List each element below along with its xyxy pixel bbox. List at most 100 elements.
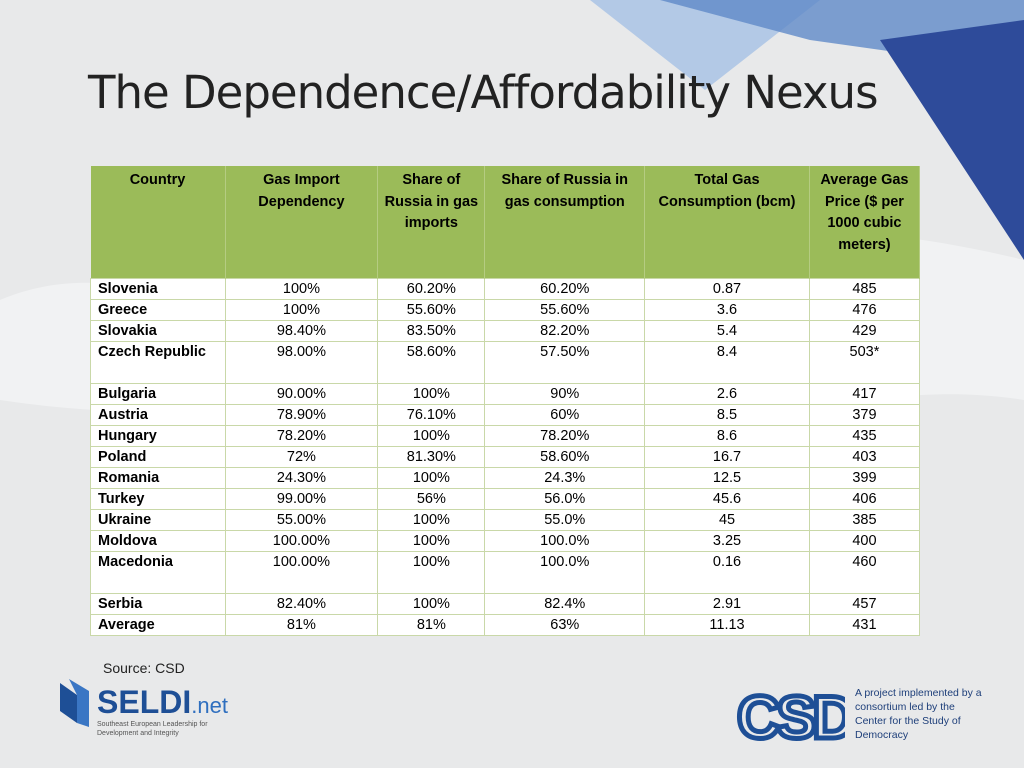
- table-row: Serbia 82.40% 100% 82.4% 2.91 457: [90, 593, 921, 615]
- csd-name: CSD: [737, 684, 845, 750]
- table-cell: 11.13: [644, 614, 810, 636]
- table-cell: 76.10%: [377, 404, 486, 426]
- table-cell: 55.60%: [484, 299, 646, 321]
- table-cell: 2.91: [644, 593, 810, 615]
- seldi-tagline-box: Southeast European Leadership for Develo…: [97, 721, 208, 737]
- table-cell: 417: [808, 383, 921, 405]
- table-cell: Poland: [90, 446, 226, 468]
- table-cell: 100%: [377, 551, 486, 594]
- table-cell: 99.00%: [224, 488, 379, 510]
- table-row: Greece 100% 55.60% 55.60% 3.6 476: [90, 299, 921, 321]
- table-cell: 2.6: [644, 383, 810, 405]
- table-cell: 60%: [484, 404, 646, 426]
- table-cell: 3.6: [644, 299, 810, 321]
- table-cell: 100%: [377, 383, 486, 405]
- table-cell: Hungary: [90, 425, 226, 447]
- table-cell: 503*: [808, 341, 921, 384]
- table-cell: 45: [644, 509, 810, 531]
- slide-title: The Dependence/Affordability Nexus: [88, 66, 879, 119]
- table-cell: Turkey: [90, 488, 226, 510]
- header-cell: Share of Russia in gas consumption: [484, 166, 646, 279]
- table-cell: 78.90%: [224, 404, 379, 426]
- table-cell: 0.87: [644, 278, 810, 300]
- table-cell: 3.25: [644, 530, 810, 552]
- table-cell: Romania: [90, 467, 226, 489]
- table-cell: 5.4: [644, 320, 810, 342]
- table-cell: 0.16: [644, 551, 810, 594]
- table-cell: 100.00%: [224, 551, 379, 594]
- table-row: Slovenia 100% 60.20% 60.20% 0.87 485: [90, 278, 921, 300]
- table-cell: 403: [808, 446, 921, 468]
- csd-logo: CSD: [735, 682, 845, 751]
- seldi-main: SELDI: [97, 684, 191, 720]
- table-cell: 82.40%: [224, 593, 379, 615]
- table-cell: Bulgaria: [90, 383, 226, 405]
- table-row: Romania 24.30% 100% 24.3% 12.5 399: [90, 467, 921, 489]
- table-row: Bulgaria 90.00% 100% 90% 2.6 417: [90, 383, 921, 405]
- seldi-tagline: Southeast European Leadership for Develo…: [97, 721, 208, 737]
- header-row: Country Gas Import Dependency Share of Rus…: [90, 166, 921, 279]
- table-cell: 90.00%: [224, 383, 379, 405]
- data-table: Country Gas Import Dependency Share of Rus…: [90, 166, 921, 636]
- table-cell: 81%: [224, 614, 379, 636]
- table-cell: Average: [90, 614, 226, 636]
- table-cell: Slovenia: [90, 278, 226, 300]
- table-cell: 406: [808, 488, 921, 510]
- table-row: Hungary 78.20% 100% 78.20% 8.6 435: [90, 425, 921, 447]
- table-cell: 56.0%: [484, 488, 646, 510]
- table-cell: 400: [808, 530, 921, 552]
- table-row: Average 81% 81% 63% 11.13 431: [90, 614, 921, 636]
- table-cell: 100%: [377, 467, 486, 489]
- table-cell: 55.0%: [484, 509, 646, 531]
- table-cell: 399: [808, 467, 921, 489]
- table-row: Slovakia 98.40% 83.50% 82.20% 5.4 429: [90, 320, 921, 342]
- header-cell: Gas Import Dependency: [225, 166, 379, 279]
- table-cell: 98.00%: [224, 341, 379, 384]
- table-cell: 58.60%: [377, 341, 486, 384]
- table-cell: 8.6: [644, 425, 810, 447]
- table-cell: Austria: [90, 404, 226, 426]
- table-cell: Greece: [90, 299, 226, 321]
- table-cell: Slovakia: [90, 320, 226, 342]
- table-row: Turkey 99.00% 56% 56.0% 45.6 406: [90, 488, 921, 510]
- seldi-logo: SELDI.net Southeast European Leadership …: [60, 679, 228, 737]
- table-row: Austria 78.90% 76.10% 60% 8.5 379: [90, 404, 921, 426]
- table-cell: 55.00%: [224, 509, 379, 531]
- table-cell: 100.00%: [224, 530, 379, 552]
- table-row: Macedonia 100.00% 100% 100.0% 0.16 460: [90, 551, 921, 594]
- table-cell: 98.40%: [224, 320, 379, 342]
- table-row: Czech Republic 98.00% 58.60% 57.50% 8.4 503*: [90, 341, 921, 384]
- table-cell: 100%: [224, 299, 379, 321]
- table-cell: 100%: [377, 593, 486, 615]
- header-cell: Average Gas Price ($ per 1000 cubic mete…: [809, 166, 921, 279]
- table-cell: 57.50%: [484, 341, 646, 384]
- table-cell: 8.5: [644, 404, 810, 426]
- table-cell: 385: [808, 509, 921, 531]
- table-cell: 82.20%: [484, 320, 646, 342]
- table-cell: 100%: [377, 530, 486, 552]
- table-cell: 379: [808, 404, 921, 426]
- table-cell: 56%: [377, 488, 486, 510]
- table-cell: 485: [808, 278, 921, 300]
- table-cell: Czech Republic: [90, 341, 226, 384]
- table-cell: 457: [808, 593, 921, 615]
- table-cell: 24.30%: [224, 467, 379, 489]
- table-cell: 476: [808, 299, 921, 321]
- table-cell: 55.60%: [377, 299, 486, 321]
- table-cell: 60.20%: [377, 278, 486, 300]
- table-cell: 429: [808, 320, 921, 342]
- table-cell: 81.30%: [377, 446, 486, 468]
- table-row: Ukraine 55.00% 100% 55.0% 45 385: [90, 509, 921, 531]
- table-cell: 12.5: [644, 467, 810, 489]
- header-cell: Total Gas Consumption (bcm): [644, 166, 810, 279]
- table-cell: 100%: [377, 425, 486, 447]
- table-cell: 81%: [377, 614, 486, 636]
- table-cell: 83.50%: [377, 320, 486, 342]
- source-note: Source: CSD: [103, 660, 185, 676]
- table-cell: 431: [808, 614, 921, 636]
- table-cell: 24.3%: [484, 467, 646, 489]
- table-cell: 16.7: [644, 446, 810, 468]
- table-cell: 100%: [224, 278, 379, 300]
- table-cell: 8.4: [644, 341, 810, 384]
